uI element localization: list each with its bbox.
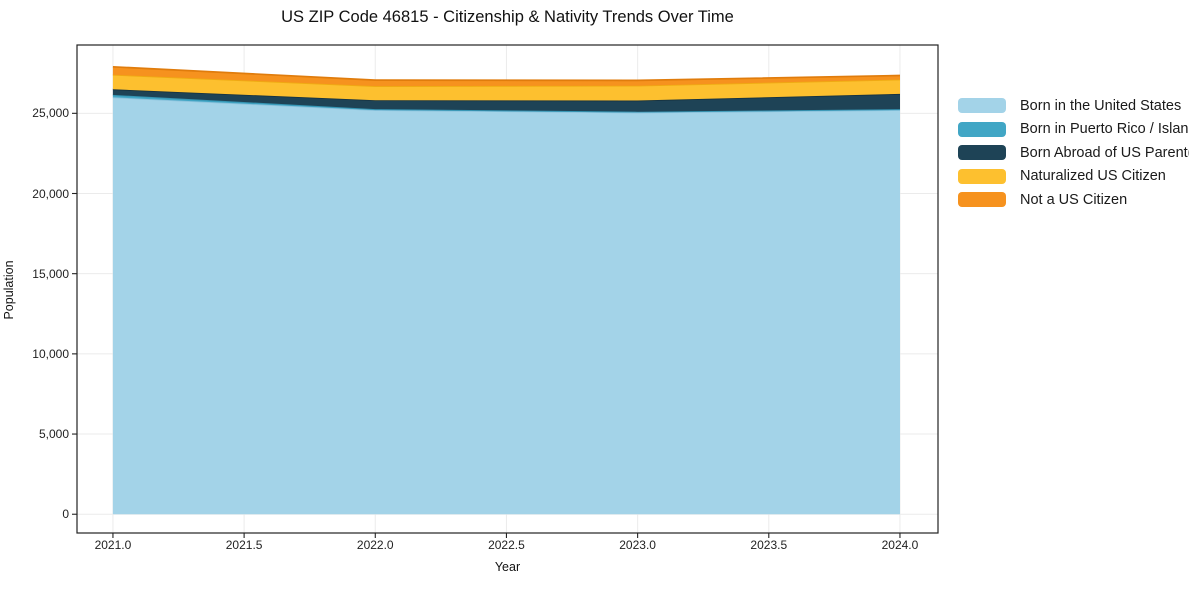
legend-label: Born in the United States	[1020, 97, 1182, 114]
y-tick-label: 25,000	[32, 106, 69, 121]
legend-swatch-icon	[958, 168, 1006, 184]
legend-item: Naturalized US Citizen	[958, 168, 1189, 185]
y-axis-title: Population	[2, 260, 16, 320]
legend-label: Not a US Citizen	[1020, 191, 1128, 208]
stacked-area-0	[112, 97, 900, 515]
legend-item: Born in Puerto Rico / Islands	[958, 121, 1189, 138]
legend-label: Born Abroad of US Parent(s)	[1020, 144, 1189, 161]
legend-swatch-icon	[958, 121, 1006, 137]
x-tick-label: 2022.0	[356, 538, 394, 552]
stacked-area-4	[112, 66, 900, 87]
y-tick-label: 10,000	[32, 346, 69, 361]
legend-item: Born Abroad of US Parent(s)	[958, 145, 1189, 161]
chart-title: US ZIP Code 46815 - Citizenship & Nativi…	[281, 8, 734, 26]
legend-swatch-icon	[958, 145, 1006, 161]
y-tick-label: 20,000	[32, 186, 69, 201]
x-tick-label: 2022.5	[488, 538, 525, 552]
y-tick-label: 5,000	[38, 427, 69, 442]
plot-frame	[76, 44, 939, 534]
x-tick-label: 2021.0	[94, 538, 132, 552]
x-tick-label: 2023.5	[750, 538, 788, 552]
y-tick-label: 0	[62, 507, 69, 522]
stacked-area-edge-4	[112, 65, 901, 82]
legend-item: Not a US Citizen	[958, 192, 1189, 208]
legend: Born in the United States Born in Puerto …	[958, 98, 1189, 216]
stacked-area-edge-0	[112, 96, 901, 114]
legend-swatch-icon	[958, 98, 1006, 114]
x-axis-title: Year	[494, 560, 521, 574]
x-tick-label: 2021.5	[225, 538, 263, 552]
plot-area	[72, 44, 939, 538]
legend-item: Born in the United States	[958, 98, 1189, 114]
x-tick-label: 2024.0	[881, 538, 919, 552]
legend-label: Naturalized US Citizen	[1020, 168, 1166, 185]
y-tick-label: 15,000	[32, 266, 69, 281]
x-tick-label: 2023.0	[619, 538, 656, 552]
legend-swatch-icon	[958, 192, 1006, 208]
stacked-area-3	[112, 74, 900, 101]
legend-label: Born in Puerto Rico / Islands	[1020, 121, 1189, 138]
